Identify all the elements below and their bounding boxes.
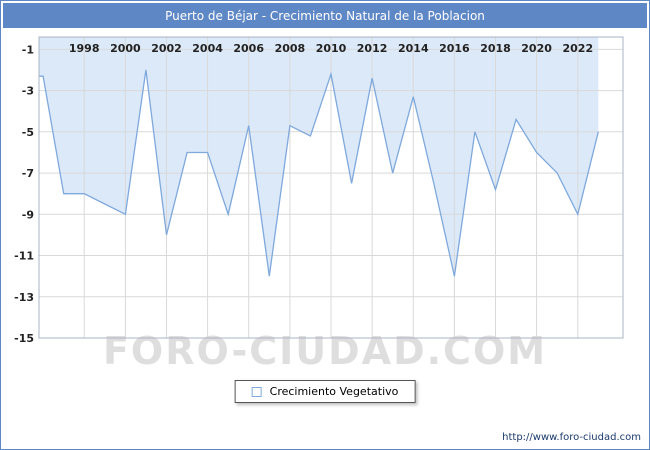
svg-text:2004: 2004 bbox=[192, 42, 223, 55]
footer-url-link[interactable]: http://www.foro-ciudad.com bbox=[502, 432, 641, 443]
svg-text:2020: 2020 bbox=[521, 42, 552, 55]
svg-text:2002: 2002 bbox=[151, 42, 182, 55]
legend-marker-icon bbox=[251, 386, 262, 397]
svg-text:-15: -15 bbox=[14, 332, 34, 345]
title-bar: Puerto de Béjar - Crecimiento Natural de… bbox=[3, 3, 647, 28]
svg-text:-1: -1 bbox=[22, 43, 34, 56]
page-title: Puerto de Béjar - Crecimiento Natural de… bbox=[165, 8, 485, 23]
svg-text:-3: -3 bbox=[22, 85, 34, 98]
svg-text:2006: 2006 bbox=[233, 42, 264, 55]
svg-text:2012: 2012 bbox=[357, 42, 388, 55]
legend-label: Crecimiento Vegetativo bbox=[269, 385, 399, 398]
watermark-text: FORO-CIUDAD.COM bbox=[102, 329, 548, 373]
svg-text:-9: -9 bbox=[22, 208, 34, 221]
svg-text:2018: 2018 bbox=[480, 42, 511, 55]
svg-text:1998: 1998 bbox=[69, 42, 100, 55]
svg-text:-7: -7 bbox=[22, 167, 34, 180]
svg-text:-5: -5 bbox=[22, 126, 34, 139]
svg-text:2000: 2000 bbox=[110, 42, 141, 55]
legend[interactable]: Crecimiento Vegetativo bbox=[234, 380, 416, 403]
svg-text:2022: 2022 bbox=[562, 42, 593, 55]
svg-text:-13: -13 bbox=[14, 291, 34, 304]
svg-text:2016: 2016 bbox=[439, 42, 470, 55]
svg-text:-11: -11 bbox=[14, 250, 34, 263]
svg-text:2014: 2014 bbox=[398, 42, 429, 55]
svg-text:2010: 2010 bbox=[316, 42, 347, 55]
svg-text:2008: 2008 bbox=[275, 42, 306, 55]
